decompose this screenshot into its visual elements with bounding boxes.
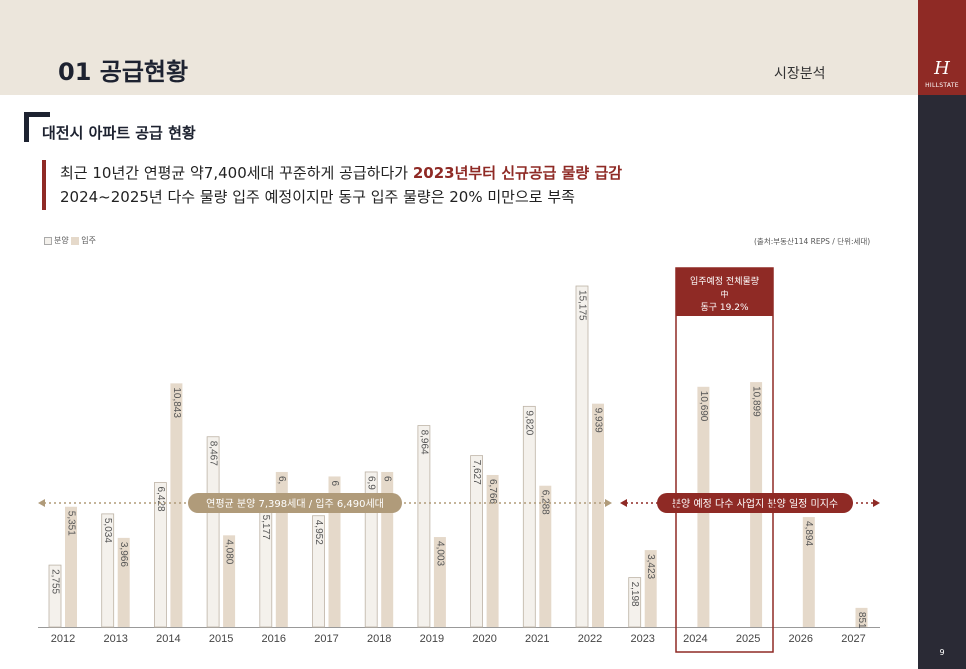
section-subtitle: 대전시 아파트 공급 현황 bbox=[42, 124, 196, 142]
legend-movein-swatch bbox=[71, 236, 80, 245]
data-label-sale: 4,952 bbox=[313, 520, 324, 545]
x-tick-label: 2013 bbox=[103, 633, 127, 645]
x-tick-label: 2024 bbox=[683, 633, 707, 645]
summary-highlight: 2023년부터 신규공급 물량 급감 bbox=[412, 164, 623, 182]
bar-sale bbox=[522, 405, 536, 628]
future-arrow-right-icon bbox=[873, 499, 880, 507]
data-label-movein: 5,351 bbox=[65, 511, 76, 536]
x-tick-label: 2021 bbox=[525, 633, 549, 645]
bar-movein bbox=[433, 537, 446, 627]
legend: 분양 입주 bbox=[44, 235, 96, 246]
summary-accent-bar bbox=[42, 160, 46, 210]
avg-label: 연평균 분양 7,398세대 / 입주 6,490세대 bbox=[206, 497, 384, 510]
bar-movein bbox=[223, 535, 236, 627]
bar-sale bbox=[101, 513, 115, 628]
avg-arrow-right-icon bbox=[605, 499, 612, 507]
future-arrow-left-icon bbox=[620, 499, 627, 507]
data-label-movein: 3,966 bbox=[118, 542, 129, 567]
bar-movein bbox=[170, 383, 183, 627]
legend-sale-swatch bbox=[44, 236, 52, 245]
bar-movein bbox=[328, 476, 341, 627]
bar-movein bbox=[855, 607, 868, 627]
data-label-sale: 9,820 bbox=[524, 410, 535, 435]
bar-movein bbox=[117, 537, 130, 627]
x-tick-label: 2018 bbox=[367, 633, 391, 645]
x-tick-label: 2017 bbox=[314, 633, 338, 645]
bar-movein bbox=[592, 403, 604, 627]
callout-line-1: 입주예정 전체물량 bbox=[690, 275, 759, 287]
bar-sale bbox=[575, 285, 589, 628]
future-pill bbox=[657, 493, 853, 513]
x-tick-label: 2015 bbox=[209, 633, 233, 645]
section-name: 시장분석 bbox=[774, 66, 826, 82]
data-label-sale: 8,964 bbox=[418, 430, 429, 455]
data-label-sale: 6,428 bbox=[155, 487, 166, 512]
data-label-movein: 4,003 bbox=[434, 541, 445, 566]
page-number: 9 bbox=[939, 648, 945, 657]
x-tick-label: 2019 bbox=[420, 633, 444, 645]
callout-header bbox=[676, 268, 773, 316]
bar-movein bbox=[486, 474, 499, 627]
data-label-movein: 10,899 bbox=[750, 386, 761, 417]
corner-bracket-icon bbox=[24, 112, 50, 142]
bar-movein bbox=[65, 506, 77, 627]
data-label-sale: 7,627 bbox=[471, 460, 482, 485]
x-tick-label: 2014 bbox=[156, 633, 180, 645]
data-label-movein: 6, bbox=[276, 476, 287, 484]
bar-sale bbox=[153, 482, 167, 628]
brand-sidebar bbox=[918, 0, 966, 669]
callout-line-2: 中 bbox=[721, 289, 729, 299]
bar-movein bbox=[539, 485, 552, 627]
hillstate-logo-icon: H bbox=[934, 58, 950, 79]
legend-movein-label: 입주 bbox=[81, 236, 97, 245]
data-label-movein: 3,423 bbox=[645, 554, 656, 579]
data-label-movein: 10,843 bbox=[171, 387, 182, 418]
x-tick-label: 2026 bbox=[789, 633, 813, 645]
page-title: 01 공급현황 bbox=[58, 58, 189, 86]
supply-chart: 2,755 5,351 2012 5,034 3,966 2013 6,428 10,843 2… bbox=[38, 267, 880, 653]
source-note: (출처:부동산114 REPS / 단위:세대) bbox=[754, 237, 871, 246]
data-label-sale: 2,755 bbox=[49, 569, 60, 594]
data-label-movein: 6,766 bbox=[487, 479, 498, 504]
avg-arrow-left-icon bbox=[38, 499, 45, 507]
data-label-movein: 4,080 bbox=[223, 539, 234, 564]
summary-line-1-text: 최근 10년간 연평균 약7,400세대 꾸준하게 공급하다가 bbox=[60, 164, 413, 182]
header-band bbox=[0, 0, 918, 95]
bar-movein bbox=[802, 517, 815, 627]
bar-sale bbox=[628, 577, 642, 628]
x-tick-label: 2022 bbox=[578, 633, 602, 645]
summary-line-2: 2024~2025년 다수 물량 입주 예정이지만 동구 입주 물량은 20% … bbox=[60, 188, 575, 206]
x-tick-label: 2025 bbox=[736, 633, 760, 645]
data-label-sale: 6,9 bbox=[366, 476, 377, 490]
x-tick-label: 2023 bbox=[630, 633, 654, 645]
data-label-movein: 6 bbox=[329, 480, 340, 486]
summary-line-1: 최근 10년간 연평균 약7,400세대 꾸준하게 공급하다가 2023년부터 … bbox=[60, 162, 622, 183]
x-tick-label: 2027 bbox=[841, 633, 865, 645]
bar-sale bbox=[206, 436, 220, 628]
logo-text: HILLSTATE bbox=[925, 82, 959, 89]
bar-movein bbox=[644, 550, 657, 627]
future-label: 분양 예정 다수 사업지 분양 일정 미지수 bbox=[672, 497, 838, 510]
brand-logo-box bbox=[918, 0, 966, 95]
data-label-sale: 5,177 bbox=[260, 515, 271, 540]
data-label-sale: 8,467 bbox=[207, 441, 218, 466]
data-label-movein: 6 bbox=[382, 476, 393, 482]
data-label-sale: 15,175 bbox=[576, 290, 587, 321]
x-tick-label: 2012 bbox=[51, 633, 75, 645]
callout-line-3: 동구 19.2% bbox=[700, 302, 748, 313]
data-label-movein: 4,894 bbox=[803, 521, 814, 546]
bar-sale bbox=[48, 564, 62, 628]
data-label-sale: 2,198 bbox=[629, 582, 640, 607]
data-label-movein: 851 bbox=[856, 612, 867, 629]
data-label-movein: 9,939 bbox=[592, 408, 603, 433]
x-tick-label: 2020 bbox=[472, 633, 496, 645]
data-label-sale: 5,034 bbox=[102, 518, 113, 543]
bar-sale bbox=[470, 455, 484, 628]
x-tick-label: 2016 bbox=[262, 633, 286, 645]
bar-sale bbox=[417, 425, 431, 628]
bar-sale bbox=[312, 515, 325, 628]
data-label-movein: 10,690 bbox=[698, 391, 709, 422]
avg-pill bbox=[188, 493, 402, 513]
legend-sale-label: 분양 bbox=[54, 236, 69, 245]
